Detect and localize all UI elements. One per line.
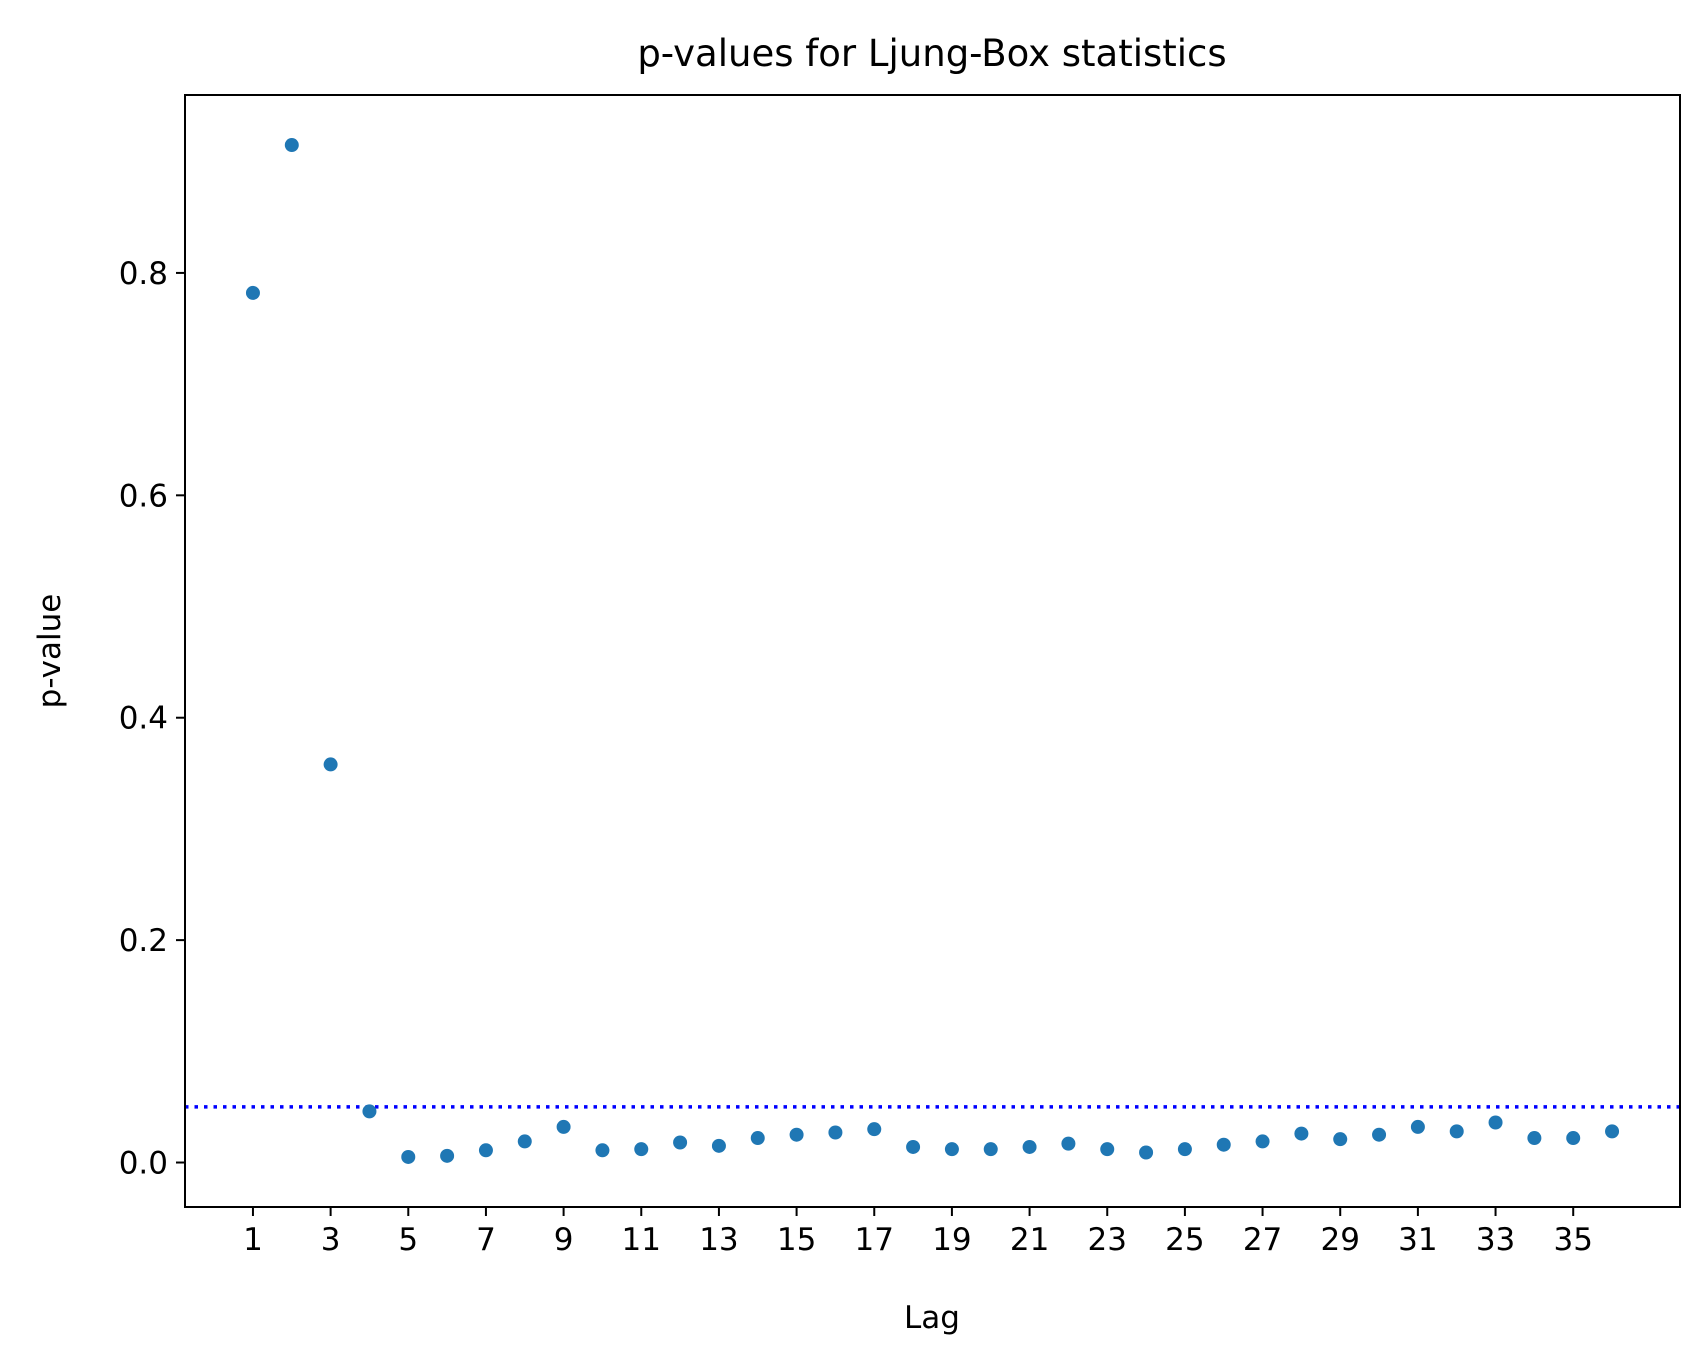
data-point — [1139, 1145, 1154, 1160]
data-point — [1372, 1127, 1387, 1142]
x-tick-label: 35 — [1553, 1222, 1592, 1258]
plot-content — [185, 138, 1680, 1164]
x-tick-label: 21 — [1010, 1222, 1049, 1258]
data-point — [1333, 1132, 1348, 1147]
data-point — [1527, 1131, 1542, 1146]
x-tick-label: 11 — [622, 1222, 661, 1258]
x-tick-label: 5 — [398, 1222, 418, 1258]
data-point — [789, 1127, 804, 1142]
data-point — [983, 1142, 998, 1157]
data-point — [1061, 1136, 1076, 1151]
data-point — [867, 1122, 882, 1137]
data-point — [517, 1134, 532, 1149]
y-tick-label: 0.6 — [119, 478, 168, 514]
data-point — [1294, 1126, 1309, 1141]
data-point — [478, 1143, 493, 1158]
data-point — [1488, 1115, 1503, 1130]
data-point — [828, 1125, 843, 1140]
data-point — [711, 1138, 726, 1153]
y-axis-label: p-value — [32, 594, 68, 709]
plot-frame — [184, 94, 1681, 1208]
x-tick-label: 23 — [1088, 1222, 1127, 1258]
x-tick-label: 15 — [777, 1222, 816, 1258]
data-point — [750, 1131, 765, 1146]
data-point — [1216, 1137, 1231, 1152]
x-tick-label: 17 — [855, 1222, 894, 1258]
data-point — [1177, 1142, 1192, 1157]
x-axis-ticks: 1 3 5 7 9 11 13 15 17 19 21 23 25 27 29 31 33 35 — [243, 1207, 1593, 1258]
data-point — [906, 1139, 921, 1154]
x-tick-label: 7 — [476, 1222, 496, 1258]
y-axis-ticks: 0.0 0.2 0.4 0.6 0.8 — [119, 256, 185, 1182]
data-point — [362, 1104, 377, 1119]
x-tick-label: 29 — [1321, 1222, 1360, 1258]
chart-title: p-values for Ljung-Box statistics — [637, 32, 1226, 75]
data-point — [284, 138, 299, 153]
y-tick-label: 0.4 — [119, 701, 168, 737]
x-tick-label: 3 — [321, 1222, 341, 1258]
data-point — [1410, 1119, 1425, 1134]
data-point — [440, 1148, 455, 1163]
data-point — [1100, 1142, 1115, 1157]
x-tick-label: 33 — [1476, 1222, 1515, 1258]
data-point — [323, 757, 338, 772]
data-point — [634, 1142, 649, 1157]
data-point — [1566, 1131, 1581, 1146]
data-point — [1022, 1139, 1037, 1154]
data-point — [245, 285, 260, 300]
x-tick-label: 27 — [1243, 1222, 1282, 1258]
x-axis-label: Lag — [904, 1300, 960, 1336]
y-tick-label: 0.2 — [119, 923, 168, 959]
data-point — [1449, 1124, 1464, 1139]
x-tick-label: 9 — [554, 1222, 574, 1258]
data-point — [1255, 1134, 1270, 1149]
x-tick-label: 1 — [243, 1222, 263, 1258]
data-point — [556, 1119, 571, 1134]
x-tick-label: 19 — [932, 1222, 971, 1258]
x-tick-label: 31 — [1398, 1222, 1437, 1258]
x-tick-label: 13 — [699, 1222, 738, 1258]
y-tick-label: 0.0 — [119, 1146, 168, 1182]
data-point — [944, 1142, 959, 1157]
data-point — [401, 1149, 416, 1164]
data-point — [595, 1143, 610, 1158]
x-tick-label: 25 — [1165, 1222, 1204, 1258]
data-point — [1605, 1124, 1620, 1139]
y-tick-label: 0.8 — [119, 256, 168, 292]
data-point — [673, 1135, 688, 1150]
